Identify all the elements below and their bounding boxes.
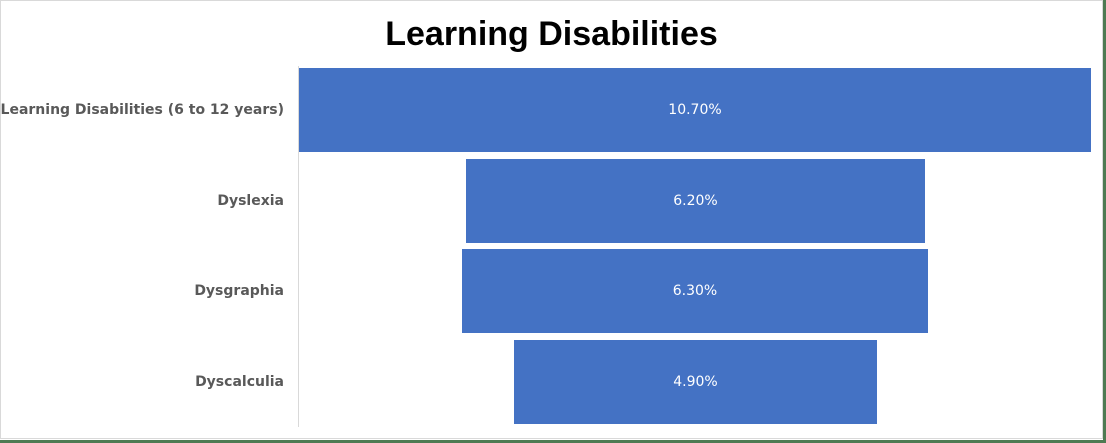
funnel-bar[interactable]: 6.20% (466, 159, 925, 243)
window-edge-right (1103, 0, 1106, 443)
funnel-bar[interactable]: 6.30% (462, 249, 928, 333)
category-axis-line (298, 66, 299, 427)
chart-title: Learning Disabilities (385, 15, 718, 53)
category-label: Dyscalculia (195, 374, 284, 390)
category-label: Dysgraphia (194, 283, 284, 299)
window-edge-bottom (0, 440, 1106, 443)
data-label: 10.70% (668, 102, 722, 118)
funnel-bar[interactable]: 4.90% (514, 340, 877, 424)
funnel-bar[interactable]: 10.70% (299, 68, 1091, 152)
data-label: 6.20% (673, 193, 718, 209)
data-label: 4.90% (673, 374, 718, 390)
category-label: Learning Disabilities (6 to 12 years) (0, 102, 284, 118)
data-label: 6.30% (672, 283, 718, 299)
category-label: Dyslexia (217, 193, 284, 209)
